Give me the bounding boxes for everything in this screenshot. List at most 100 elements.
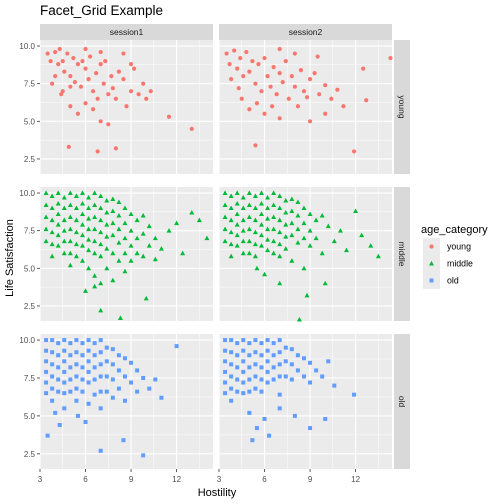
data-point — [228, 253, 234, 259]
data-point — [283, 222, 289, 227]
data-point — [267, 433, 272, 438]
data-point — [80, 222, 85, 227]
data-point — [147, 386, 152, 391]
data-point — [250, 438, 255, 443]
data-point — [262, 111, 267, 116]
data-point — [57, 46, 62, 52]
data-point — [253, 362, 258, 367]
data-point — [140, 231, 146, 236]
data-point — [44, 380, 49, 385]
data-point — [131, 66, 137, 71]
data-point — [75, 61, 81, 67]
row-strip-old — [394, 334, 410, 469]
data-point — [92, 283, 98, 289]
legend-label-middle: middle — [447, 259, 473, 269]
data-point — [158, 246, 164, 251]
data-point — [277, 338, 282, 343]
data-point — [250, 58, 255, 64]
data-point — [323, 83, 328, 88]
data-point — [301, 220, 307, 226]
data-point — [229, 398, 234, 403]
data-point — [80, 258, 85, 263]
data-point — [298, 68, 304, 73]
x-tick-label: 6 — [83, 475, 88, 484]
data-point — [271, 250, 277, 256]
data-point — [283, 234, 289, 239]
data-point — [73, 229, 79, 235]
data-point — [359, 232, 365, 238]
data-point — [277, 229, 283, 235]
data-point — [49, 229, 55, 235]
data-point — [265, 205, 271, 211]
data-point — [104, 345, 109, 350]
row-strip-label-middle: middle — [397, 241, 407, 266]
data-point — [86, 348, 91, 353]
data-point — [235, 66, 240, 71]
data-point — [246, 226, 252, 232]
data-point — [253, 386, 258, 391]
data-point — [332, 383, 337, 388]
data-point — [265, 74, 270, 79]
data-point — [252, 193, 258, 198]
data-point — [277, 71, 282, 76]
data-point — [43, 238, 49, 244]
data-point — [304, 95, 310, 100]
data-point — [148, 89, 153, 94]
data-point — [56, 377, 61, 382]
data-point — [223, 380, 228, 385]
data-point — [329, 96, 334, 101]
data-point — [113, 146, 118, 151]
data-point — [66, 144, 71, 149]
data-point — [92, 190, 98, 195]
data-point — [295, 353, 300, 358]
data-point — [296, 316, 302, 322]
data-point — [143, 295, 149, 301]
data-point — [259, 353, 264, 358]
data-point — [246, 214, 252, 220]
data-point — [307, 77, 313, 82]
data-point — [247, 389, 252, 394]
data-point — [134, 250, 140, 256]
data-point — [104, 265, 110, 271]
data-point — [135, 368, 140, 373]
data-point — [277, 116, 282, 121]
data-point — [121, 77, 126, 82]
data-point — [228, 241, 234, 247]
data-point — [301, 356, 306, 361]
data-point — [67, 262, 73, 268]
data-point — [283, 359, 288, 364]
legend-marker-middle — [429, 260, 434, 266]
row-strip-label-old: old — [397, 396, 407, 408]
data-point — [289, 362, 294, 367]
data-point — [44, 391, 49, 396]
data-point — [141, 81, 146, 86]
data-point — [86, 369, 91, 374]
data-point — [240, 238, 246, 244]
data-point — [83, 66, 88, 71]
data-point — [104, 374, 109, 379]
data-point — [110, 347, 115, 352]
data-point — [265, 359, 270, 364]
data-point — [180, 250, 186, 256]
data-point — [61, 250, 67, 256]
data-point — [289, 258, 295, 263]
data-point — [55, 232, 61, 238]
data-point — [71, 55, 76, 61]
data-point — [55, 200, 61, 206]
data-point — [274, 92, 279, 97]
data-point — [283, 209, 289, 215]
data-point — [241, 380, 246, 385]
data-point — [106, 122, 111, 127]
data-point — [283, 58, 288, 64]
data-point — [86, 380, 91, 385]
data-point — [50, 81, 55, 86]
data-point — [388, 55, 393, 61]
panel-old-session2 — [219, 334, 392, 469]
data-point — [146, 243, 152, 248]
data-point — [67, 238, 73, 244]
data-point — [62, 69, 67, 74]
data-point — [74, 386, 79, 391]
data-point — [86, 77, 91, 82]
data-point — [283, 197, 289, 203]
data-point — [375, 253, 381, 259]
